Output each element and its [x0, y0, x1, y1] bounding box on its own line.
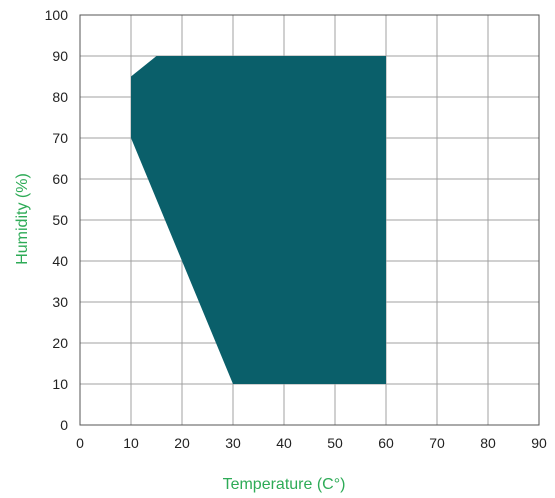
x-tick-label: 30	[225, 435, 241, 451]
y-tick-label: 40	[52, 253, 68, 269]
x-axis-ticks: 0 10 20 30 40 50 60 70 80 90	[76, 435, 547, 451]
y-tick-label: 60	[52, 171, 68, 187]
operating-area	[131, 56, 386, 384]
y-tick-label: 30	[52, 294, 68, 310]
x-tick-label: 90	[531, 435, 547, 451]
y-axis-title: Humidity (%)	[14, 173, 31, 265]
x-tick-label: 50	[327, 435, 343, 451]
y-tick-label: 0	[60, 417, 68, 433]
plot-frame	[79, 14, 540, 426]
y-tick-label: 80	[52, 89, 68, 105]
x-tick-label: 80	[480, 435, 496, 451]
y-tick-label: 90	[52, 48, 68, 64]
y-tick-label: 70	[52, 130, 68, 146]
x-tick-label: 20	[174, 435, 190, 451]
series-layer	[131, 56, 386, 384]
x-tick-label: 0	[76, 435, 84, 451]
y-tick-label: 50	[52, 212, 68, 228]
y-axis-ticks: 0 10 20 30 40 50 60 70 80 90 100	[45, 7, 69, 433]
y-tick-label: 100	[45, 7, 69, 23]
y-tick-label: 20	[52, 335, 68, 351]
x-tick-label: 10	[123, 435, 139, 451]
x-tick-label: 40	[276, 435, 292, 451]
x-tick-label: 60	[378, 435, 394, 451]
x-axis-title: Temperature (C°)	[223, 476, 346, 493]
y-tick-label: 10	[52, 376, 68, 392]
x-tick-label: 70	[429, 435, 445, 451]
